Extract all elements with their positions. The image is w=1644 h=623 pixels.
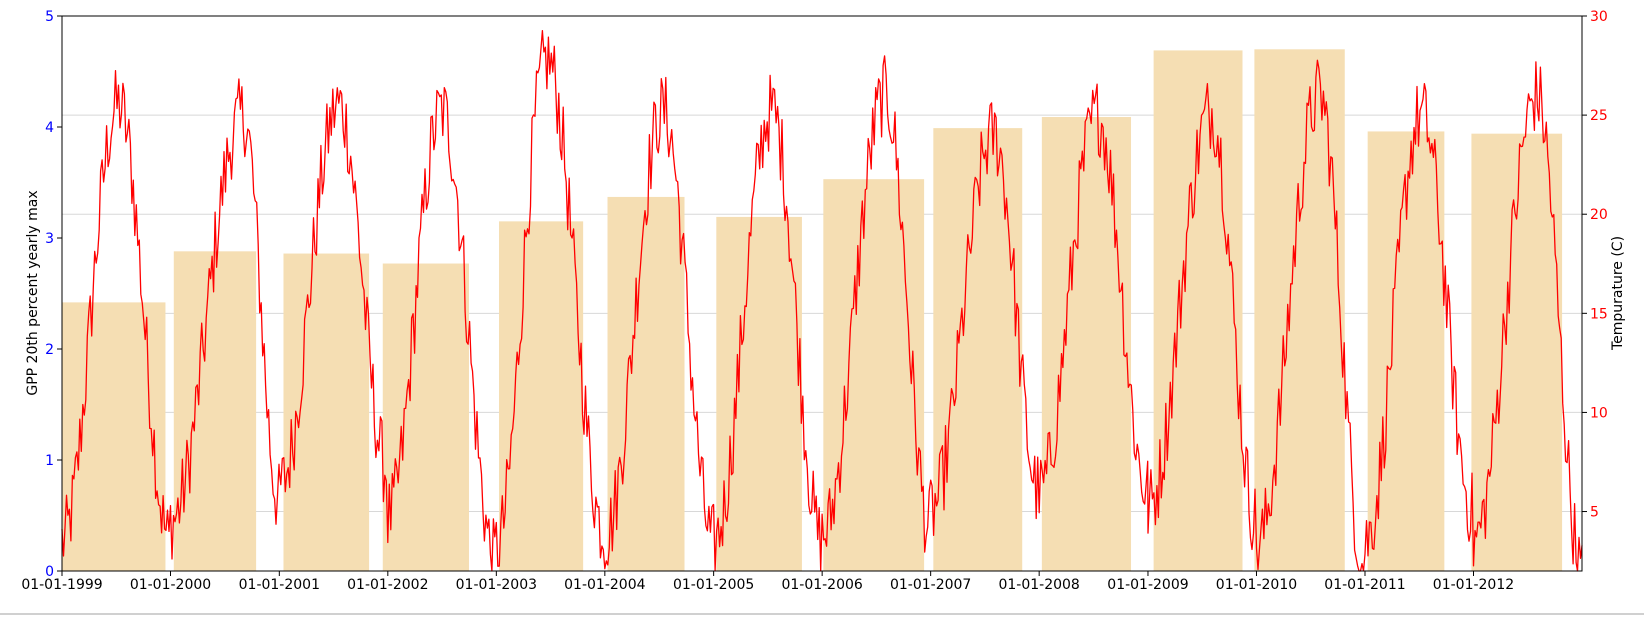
temperature-line	[61, 29, 1583, 572]
x-tick-label: 01-01-2007	[890, 577, 971, 593]
x-tick-label: 01-01-2012	[1433, 577, 1514, 593]
y-left-tick-label: 2	[45, 342, 54, 358]
y-axis-right: 5 10 15 20 25 30	[1582, 9, 1608, 521]
y-right-tick-label: 25	[1590, 108, 1608, 124]
y-left-tick-label: 5	[45, 9, 54, 25]
bar	[173, 251, 257, 571]
x-tick-label: 01-01-1999	[21, 577, 102, 593]
bar	[499, 221, 584, 571]
y-right-tick-label: 10	[1590, 405, 1608, 421]
y-right-tick-label: 5	[1590, 505, 1599, 521]
x-tick-label: 01-01-2002	[347, 577, 428, 593]
x-tick-label: 01-01-2009	[1107, 577, 1188, 593]
x-tick-label: 01-01-2001	[239, 577, 320, 593]
bar	[1153, 50, 1243, 572]
y-left-tick-label: 4	[45, 120, 54, 136]
bar	[62, 302, 166, 571]
bar	[607, 196, 685, 571]
x-tick-label: 01-01-2004	[564, 577, 645, 593]
bar	[1254, 49, 1345, 572]
bars-group	[62, 49, 1563, 572]
temperature-series	[61, 29, 1583, 572]
y-right-tick-label: 15	[1590, 306, 1608, 322]
x-tick-label: 01-01-2006	[781, 577, 862, 593]
y-axis-left-label: GPP 20th percent yearly max	[25, 190, 41, 395]
bar	[1471, 133, 1563, 571]
x-tick-label: 01-01-2011	[1324, 577, 1405, 593]
y-axis-left: 0 1 2 3 4 5	[45, 9, 62, 580]
x-axis: 01-01-1999 01-01-2000 01-01-2001 01-01-2002…	[21, 571, 1514, 593]
bar	[1041, 117, 1132, 571]
bottom-divider	[0, 613, 1644, 615]
x-tick-label: 01-01-2005	[673, 577, 754, 593]
x-tick-label: 01-01-2003	[456, 577, 537, 593]
y-right-tick-label: 30	[1590, 9, 1608, 25]
x-tick-label: 01-01-2008	[998, 577, 1079, 593]
y-left-tick-label: 1	[45, 453, 54, 469]
bar	[283, 253, 370, 572]
y-right-tick-label: 20	[1590, 207, 1608, 223]
y-axis-right-label: Tempurature (C)	[1610, 236, 1626, 351]
bar	[382, 263, 469, 571]
x-tick-label: 01-01-2000	[130, 577, 211, 593]
y-left-tick-label: 0	[45, 564, 54, 580]
bar	[933, 128, 1023, 572]
bar	[716, 216, 802, 571]
bar	[823, 179, 925, 572]
y-left-tick-label: 3	[45, 231, 54, 247]
x-tick-label: 01-01-2010	[1216, 577, 1297, 593]
